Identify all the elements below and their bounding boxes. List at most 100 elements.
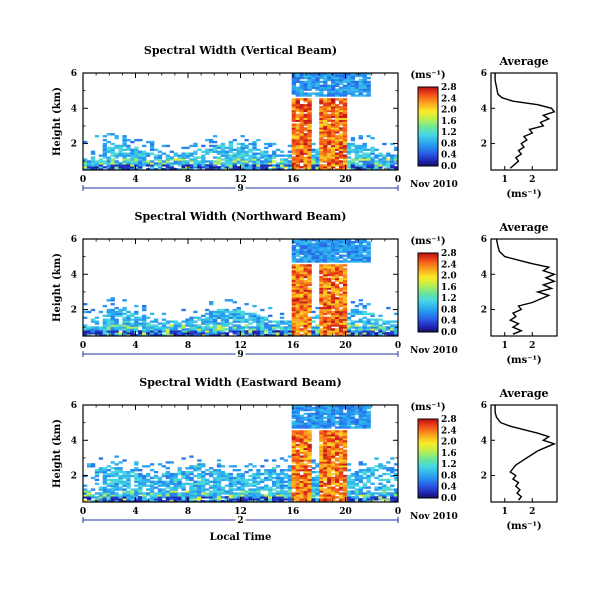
heatmap-cell <box>346 160 352 163</box>
heatmap-cell <box>138 498 143 501</box>
heatmap-cell <box>362 168 367 171</box>
heatmap-cell <box>149 334 155 337</box>
heatmap-cell <box>342 326 348 329</box>
heatmap-cell <box>295 474 300 478</box>
heatmap-cell <box>291 434 297 437</box>
heatmap-cell <box>106 320 111 323</box>
heatmap-cell <box>319 242 324 246</box>
heatmap-cell <box>319 299 324 302</box>
heatmap-cell <box>311 162 316 165</box>
heatmap-cell <box>303 418 308 421</box>
heatmap-cell <box>220 492 226 495</box>
heatmap-cell <box>138 152 143 155</box>
heatmap-cell <box>299 436 304 439</box>
colorbar-tick-label: 0.0 <box>441 328 457 338</box>
heatmap-cell <box>331 405 336 408</box>
heatmap-cell <box>291 476 297 480</box>
heatmap-cell <box>299 252 304 255</box>
heatmap-cell <box>126 494 131 497</box>
heatmap-cell <box>252 142 257 146</box>
heatmap-cell <box>342 142 348 146</box>
heatmap-cell <box>323 242 328 246</box>
heatmap-cell <box>291 273 297 277</box>
heatmap-cell <box>319 414 324 418</box>
colorbar-segment <box>418 140 438 143</box>
heatmap-cell <box>319 412 324 416</box>
heatmap-cell <box>272 160 277 163</box>
heatmap-cell <box>311 256 316 259</box>
heatmap-cell <box>370 312 375 316</box>
heatmap-cell <box>327 480 332 483</box>
heatmap-cell <box>358 137 363 140</box>
heatmap-cell <box>335 306 340 310</box>
heatmap-cell <box>252 492 257 495</box>
heatmap-cell <box>299 414 304 418</box>
heatmap-cell <box>256 469 261 472</box>
colorbar-tick-label: 0.4 <box>441 483 457 493</box>
heatmap-cell <box>291 90 297 93</box>
heatmap-cell <box>228 168 234 171</box>
heatmap-cell <box>323 252 328 255</box>
heatmap-cell <box>268 324 273 327</box>
heatmap-cell <box>126 500 131 503</box>
heatmap-cell <box>165 496 171 499</box>
heatmap-cell <box>358 135 363 138</box>
heatmap-cell <box>382 322 387 325</box>
y-tick-label: 2 <box>71 306 77 316</box>
heatmap-cell <box>295 92 300 95</box>
heatmap-cell <box>358 166 363 169</box>
heatmap-cell <box>303 439 308 443</box>
heatmap-cell <box>252 472 257 476</box>
heatmap-cell <box>299 457 304 460</box>
heatmap-cell <box>303 478 308 482</box>
heatmap-cell <box>327 328 332 331</box>
heatmap-cell <box>378 318 383 321</box>
heatmap-cell <box>323 496 328 499</box>
heatmap-cell <box>102 320 108 323</box>
heatmap-cell <box>197 316 202 319</box>
heatmap-cell <box>307 414 312 418</box>
heatmap-cell <box>291 115 297 119</box>
heatmap-cell <box>193 484 198 487</box>
heatmap-cell <box>299 264 304 267</box>
x-tick-label: 0 <box>80 175 86 185</box>
heatmap-cell <box>335 469 340 472</box>
heatmap-cell <box>240 160 245 163</box>
heatmap-cell <box>291 102 297 105</box>
heatmap-cell <box>228 156 234 159</box>
heatmap-cell <box>346 152 352 155</box>
heatmap-cell <box>118 154 123 157</box>
heatmap-cell <box>354 474 360 478</box>
heatmap-cell <box>149 168 155 171</box>
heatmap-cell <box>295 98 300 101</box>
heatmap-cell <box>275 476 281 480</box>
heatmap-cell <box>362 312 367 316</box>
heatmap-cell <box>315 465 320 468</box>
heatmap-cell <box>295 291 300 294</box>
heatmap-cell <box>331 316 336 319</box>
heatmap-cell <box>201 490 206 493</box>
heatmap-cell <box>319 137 324 140</box>
heatmap-cell <box>173 496 178 499</box>
heatmap-cell <box>303 449 308 452</box>
heatmap-cell <box>287 162 293 165</box>
heatmap-cell <box>327 447 332 451</box>
heatmap-cell <box>342 102 348 105</box>
heatmap-cell <box>386 480 391 483</box>
heatmap-cell <box>342 328 348 331</box>
heatmap-cell <box>114 168 119 171</box>
colorbar-tick-label: 0.0 <box>441 494 457 504</box>
colorbar-segment <box>418 120 438 123</box>
heatmap-cell <box>291 131 297 134</box>
heatmap-cell <box>358 78 363 82</box>
heatmap-cell <box>299 320 304 323</box>
heatmap-cell <box>362 422 367 425</box>
heatmap-cell <box>303 301 308 304</box>
heatmap-cell <box>287 154 293 157</box>
heatmap-cell <box>106 334 111 337</box>
heatmap-cell <box>319 121 324 124</box>
heatmap-cell <box>98 488 104 491</box>
heatmap-cell <box>260 320 265 323</box>
heatmap-cell <box>138 490 143 493</box>
heatmap-cell <box>126 322 131 325</box>
